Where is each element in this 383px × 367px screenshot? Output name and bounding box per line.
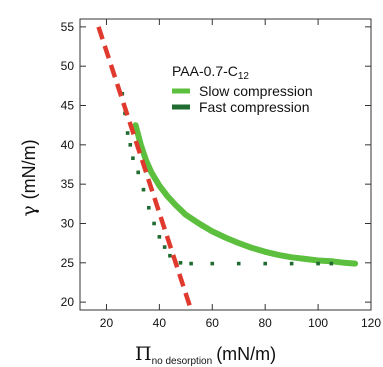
x-tick-label: 120: [361, 316, 381, 330]
data-point-slow: [148, 169, 154, 175]
data-point-fast: [178, 261, 183, 265]
data-point-slow: [302, 256, 308, 262]
y-tick-label: 40: [61, 138, 75, 152]
data-point-slow: [352, 261, 358, 267]
data-point-fast: [131, 156, 135, 161]
data-point-slow: [262, 249, 268, 255]
series-slow-compression: [132, 122, 359, 267]
data-point-slow: [183, 212, 189, 218]
data-point-fast: [329, 261, 334, 266]
data-point-slow: [209, 228, 215, 234]
y-tick-label: 50: [61, 59, 75, 73]
reference-line: [96, 26, 194, 311]
data-point-slow: [249, 245, 255, 251]
data-point-fast: [141, 187, 146, 192]
data-point-fast: [136, 170, 140, 175]
legend-label-slow: Slow compression: [199, 83, 313, 99]
data-point-slow: [223, 235, 228, 241]
x-tick-label: 20: [100, 316, 114, 330]
data-point-fast: [146, 205, 151, 210]
data-point-fast: [128, 143, 133, 147]
data-point-slow: [156, 183, 162, 189]
y-axis-label: γ(mN/m): [18, 139, 40, 216]
plot-frame: [79, 18, 372, 311]
data-point-slow: [289, 254, 295, 260]
data-point-fast: [263, 261, 267, 266]
y-tick-label: 20: [61, 295, 75, 309]
y-tick-label: 30: [61, 216, 75, 230]
data-point-fast: [189, 261, 193, 266]
legend-label-fast: Fast compression: [199, 99, 309, 115]
data-point-slow: [196, 220, 202, 226]
y-tick-label: 55: [61, 20, 75, 34]
data-point-fast: [152, 221, 156, 226]
data-point-fast: [316, 261, 320, 266]
data-point-fast: [210, 261, 215, 266]
y-tick-label: 35: [61, 177, 75, 191]
data-point-slow: [133, 122, 139, 128]
x-axis: 20 40 60 80 100 120: [100, 19, 381, 330]
data-point-fast: [125, 131, 130, 135]
legend: PAA-0.7-C12 Slow compression Fast compre…: [172, 63, 313, 115]
data-point-fast: [168, 253, 172, 258]
x-tick-label: 80: [259, 316, 273, 330]
reference-dashed-line: [96, 26, 194, 311]
data-point-fast: [236, 261, 241, 266]
data-point-slow: [172, 202, 178, 208]
data-point-fast: [157, 235, 162, 239]
x-tick-label: 100: [308, 316, 328, 330]
y-axis: 20 25 30 35 40 45 50 55: [61, 20, 371, 309]
data-point-slow: [275, 252, 281, 258]
data-point-slow: [342, 260, 348, 266]
y-tick-label: 25: [61, 256, 75, 270]
x-tick-label: 40: [153, 316, 167, 330]
y-tick-label: 45: [61, 99, 75, 113]
x-axis-label: Πno desorption (mN/m): [135, 343, 276, 367]
legend-title: PAA-0.7-C12: [172, 63, 249, 82]
data-point-fast: [162, 245, 167, 249]
data-point-slow: [236, 240, 242, 246]
data-point-fast: [289, 261, 294, 266]
x-tick-label: 60: [206, 316, 220, 330]
data-point-slow: [315, 257, 321, 263]
data-point-slow: [164, 193, 170, 199]
